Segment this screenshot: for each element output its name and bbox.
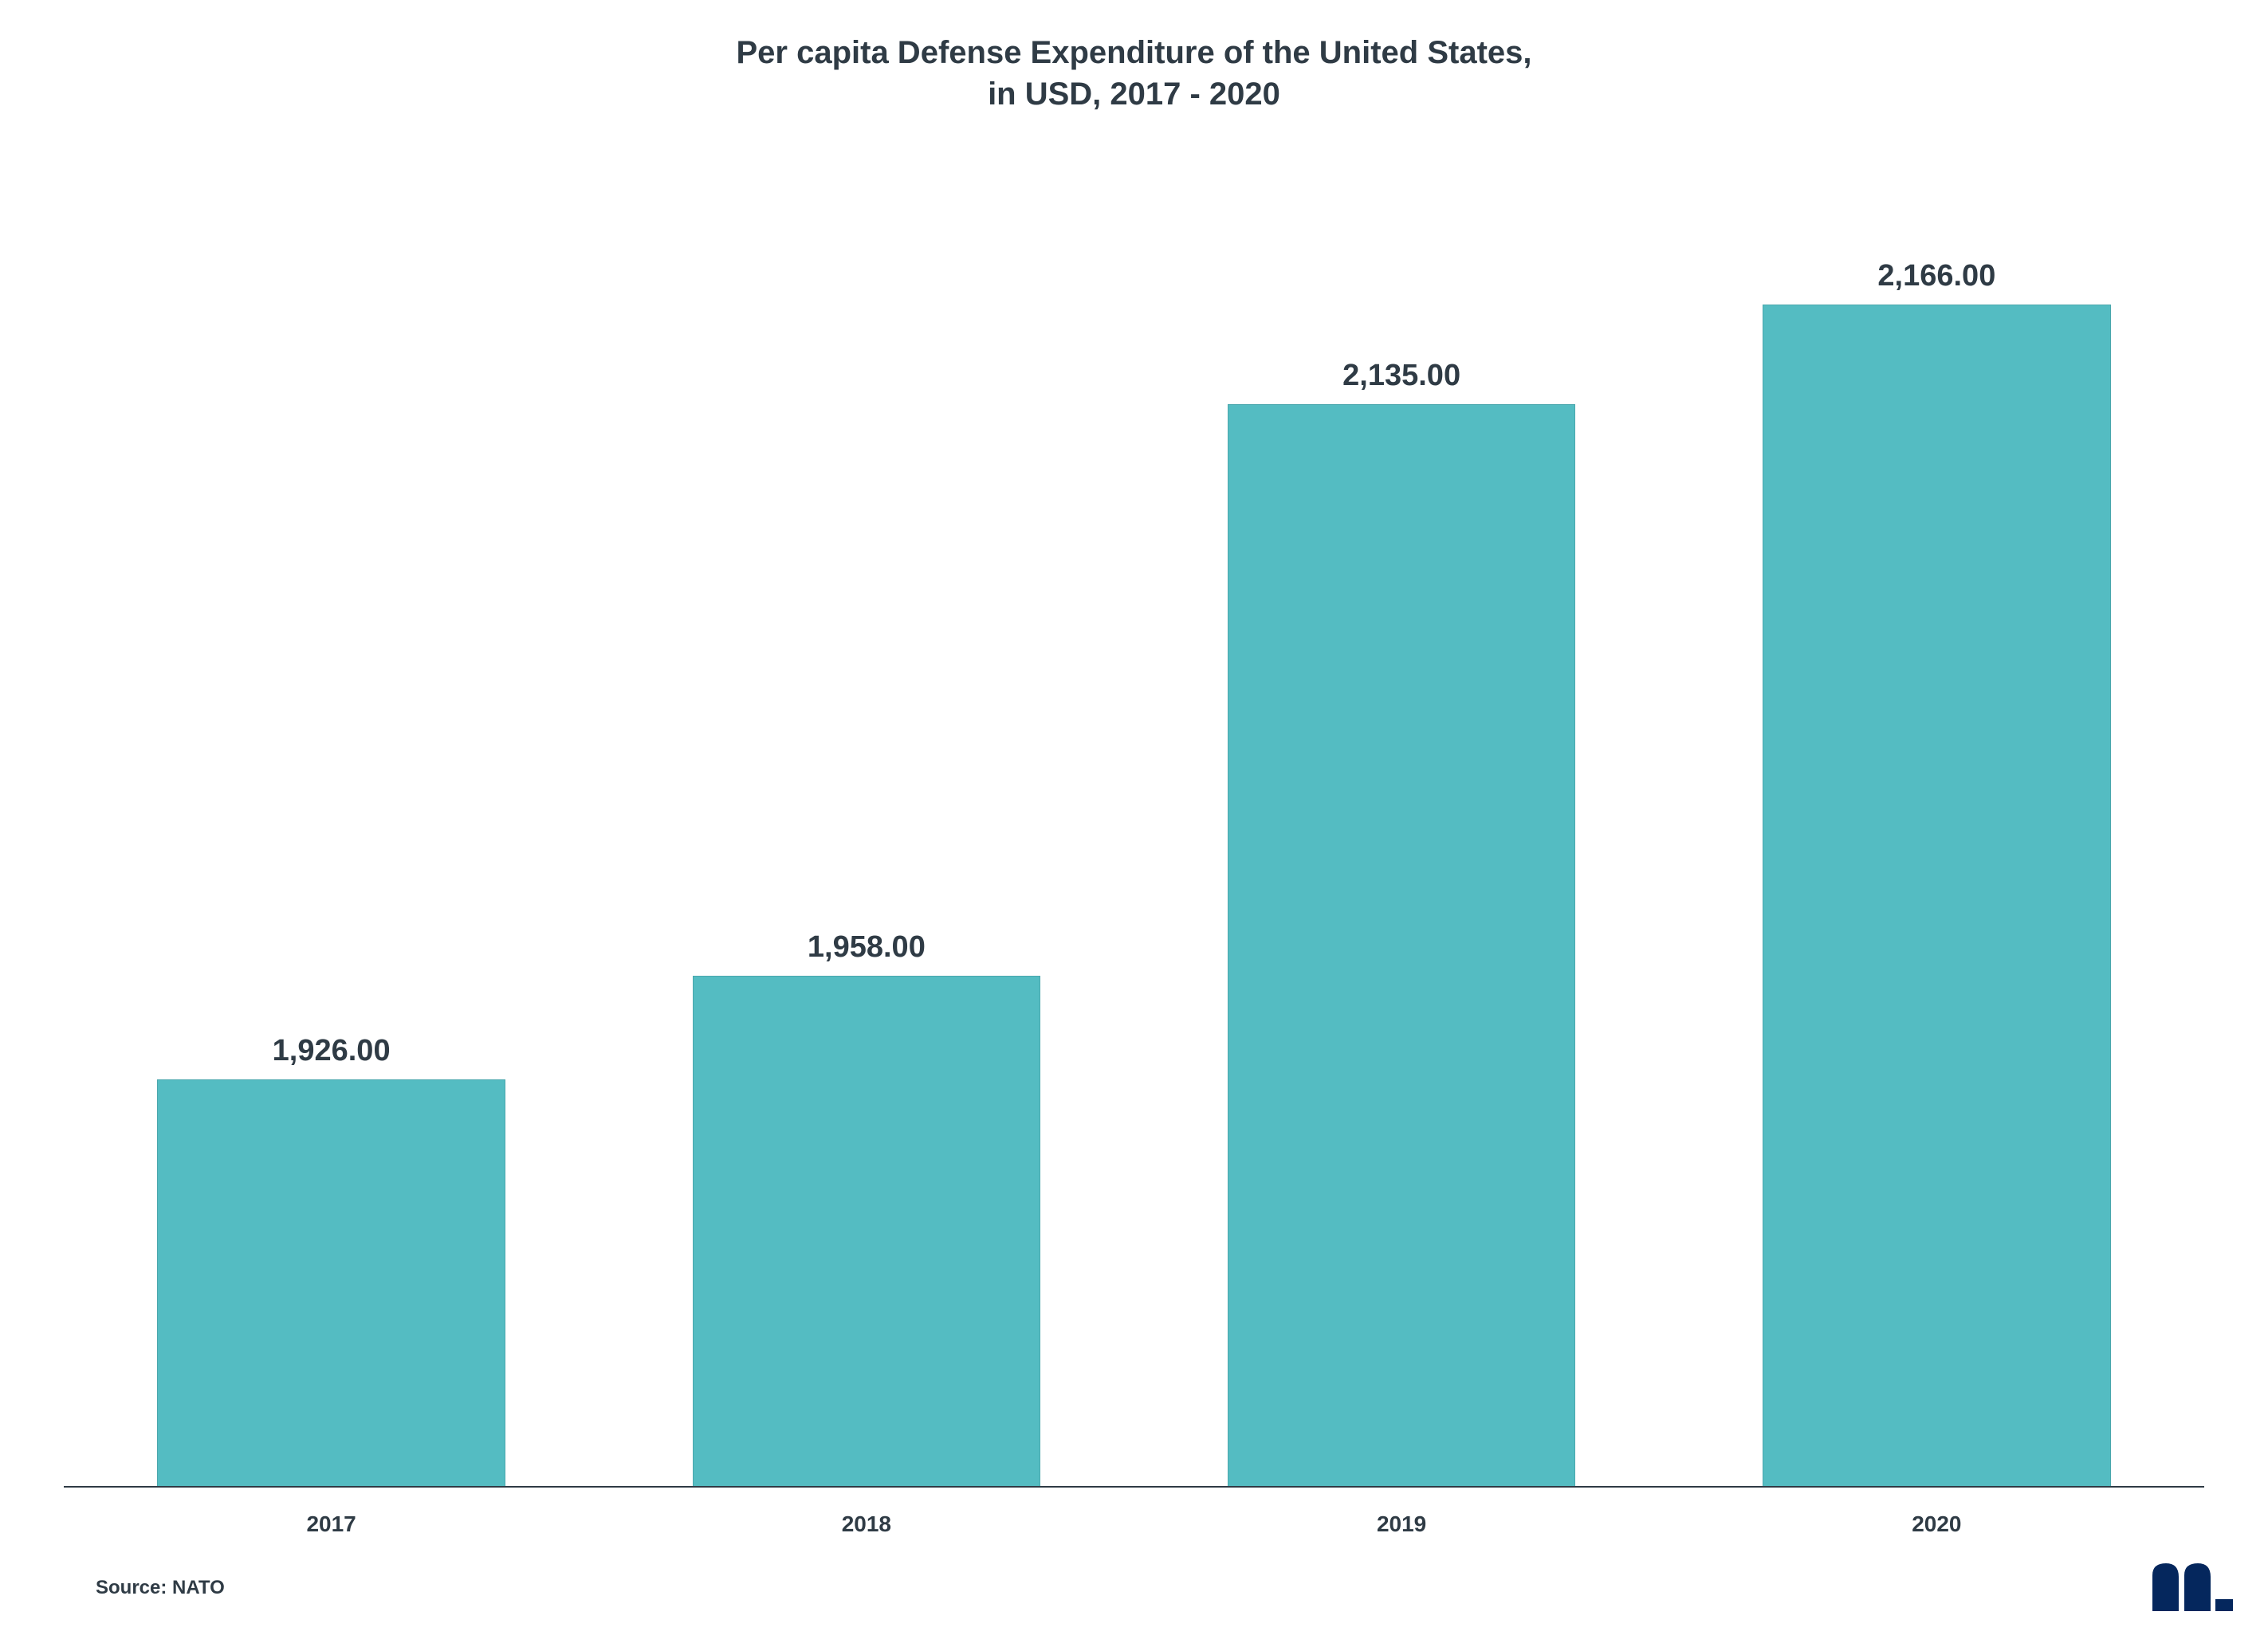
bar	[157, 1079, 505, 1486]
bar-group: 2,135.00	[1134, 195, 1669, 1486]
bar-value-label: 1,958.00	[808, 930, 926, 965]
chart-container: Per capita Defense Expenditure of the Un…	[0, 0, 2268, 1647]
plot-area: 1,926.00 1,958.00 2,135.00 2,166.00	[64, 131, 2204, 1488]
bar	[693, 976, 1040, 1486]
bar	[1763, 305, 2110, 1486]
bar-value-label: 1,926.00	[273, 1034, 391, 1068]
chart-title: Per capita Defense Expenditure of the Un…	[64, 32, 2204, 115]
chart-title-line2: in USD, 2017 - 2020	[988, 77, 1280, 112]
bar-value-label: 2,135.00	[1342, 359, 1460, 393]
watermark-logo-icon	[2148, 1559, 2236, 1615]
x-axis-label: 2019	[1134, 1511, 1669, 1537]
x-axis-label: 2017	[64, 1511, 599, 1537]
chart-title-line1: Per capita Defense Expenditure of the Un…	[736, 35, 1531, 70]
bar-group: 1,926.00	[64, 195, 599, 1486]
source-text: Source: NATO	[96, 1577, 2204, 1599]
bar	[1228, 404, 1575, 1486]
x-axis-label: 2020	[1669, 1511, 2204, 1537]
x-axis-label: 2018	[599, 1511, 1134, 1537]
bar-group: 2,166.00	[1669, 195, 2204, 1486]
x-axis: 2017201820192020	[64, 1511, 2204, 1537]
bar-value-label: 2,166.00	[1877, 259, 1995, 293]
bar-group: 1,958.00	[599, 195, 1134, 1486]
